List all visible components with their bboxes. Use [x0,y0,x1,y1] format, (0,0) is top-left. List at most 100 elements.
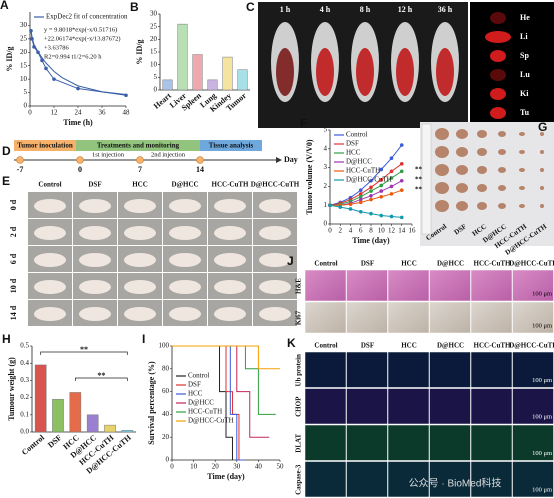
row-label: Caspase-3 [295,464,303,495]
scale-bar-label: 100 μm [532,486,552,493]
phase-box [76,140,200,151]
micrograph [512,424,554,461]
mouse-body [169,199,201,213]
data-point [30,37,34,41]
y-tick-label: 30 [20,21,28,29]
significance-label: ** [97,371,105,380]
row-label: 0 d [9,199,18,210]
data-point [358,200,363,205]
data-point [369,189,373,193]
y-axis-title: Tumour weight (g) [7,357,16,421]
row-label: H&E [295,278,303,294]
micrograph [304,301,347,334]
data-point [379,194,384,199]
day-axis-label: Day [284,155,298,164]
micrograph [346,461,388,498]
micrograph [429,351,471,388]
y-tick-label: 20 [20,48,28,56]
x-tick-label: 10 [378,227,386,235]
micrograph [387,269,430,302]
data-point [399,143,404,147]
x-tick-label: 12 [388,227,396,235]
micrograph [470,388,513,425]
time-label: 1 h [280,5,291,14]
group-label: HCC-CuTH [212,181,250,189]
x-axis-title: Time (day) [207,472,245,481]
legend-label: HCC-CuTH [188,408,222,416]
tumor [456,201,468,211]
fit-equation: R2=0.994 t1/2=6.20 h [44,53,102,60]
mouse-body [34,307,66,321]
bar [104,424,116,433]
y-axis-title: Tumor volume (V/V0) [305,139,314,214]
organ-background [470,2,554,128]
scale-bar-label: 100 μm [532,450,552,457]
tumor [435,200,449,212]
group-label: DSF [361,342,374,350]
row-label: CHOP [295,396,303,417]
organ-label: Li [520,32,528,41]
tumor [456,129,468,139]
data-point [399,162,404,166]
panel-label: B [130,0,139,14]
day-marker [16,156,24,164]
data-point [369,197,373,202]
micrograph [429,301,471,334]
panel-label: D [2,144,11,158]
data-point [40,58,44,63]
tumor [540,168,544,172]
phase-label: Tissue analysis [209,142,254,150]
row-label: 6 d [9,253,18,264]
y-tick-label: 5 [324,126,328,134]
fluorescence [436,48,454,96]
tumor [519,204,525,208]
group-label: DSF [361,260,374,268]
row-label: Ub protein [295,354,303,386]
significance-bracket [40,351,128,355]
organ [490,88,506,100]
data-point [399,169,404,174]
micrograph [346,388,388,425]
micrograph [304,388,347,425]
micrograph [512,301,554,334]
mouse-body [169,307,201,321]
mouse-body [79,280,111,294]
bar [69,392,82,433]
fit-equation: y = 9.8018*exp(-x/0.51716) [44,26,117,33]
mouse-body [124,253,156,267]
bar [121,430,134,433]
day-marker [136,156,144,164]
fluorescence [316,48,334,96]
y-tick-label: 100 [159,342,170,350]
mouse-body [259,307,291,321]
data-point [44,66,48,71]
x-tick-label: 50 [277,463,285,471]
organ-label: Sp [520,51,529,60]
tumor [477,166,487,174]
x-tick-label: 24 [75,109,83,117]
mouse-body [34,280,66,294]
significance-label: ** [415,166,423,174]
micrograph [346,351,388,388]
tumor [435,146,449,158]
data-point [52,77,56,81]
mouse-body [169,226,201,240]
y-tick-label: 40 [162,410,170,418]
data-point [379,213,384,218]
micrograph [470,424,513,461]
tumor [519,150,525,154]
row-label: 14 d [9,305,18,320]
x-tick-label: Control [20,433,47,457]
watermark: 公众号 · BioMed科技 [409,477,502,490]
bar [192,54,203,91]
group-label: D@HCC-CuTH [509,342,554,350]
legend-label: DSF [346,140,359,148]
mouse-body [169,280,201,294]
y-tick-label: 4 [324,144,328,152]
panel-label: C [246,0,255,14]
y-tick-label: 10 [20,75,28,83]
day-marker [196,156,204,164]
data-point [358,197,363,202]
micrograph [304,461,347,498]
